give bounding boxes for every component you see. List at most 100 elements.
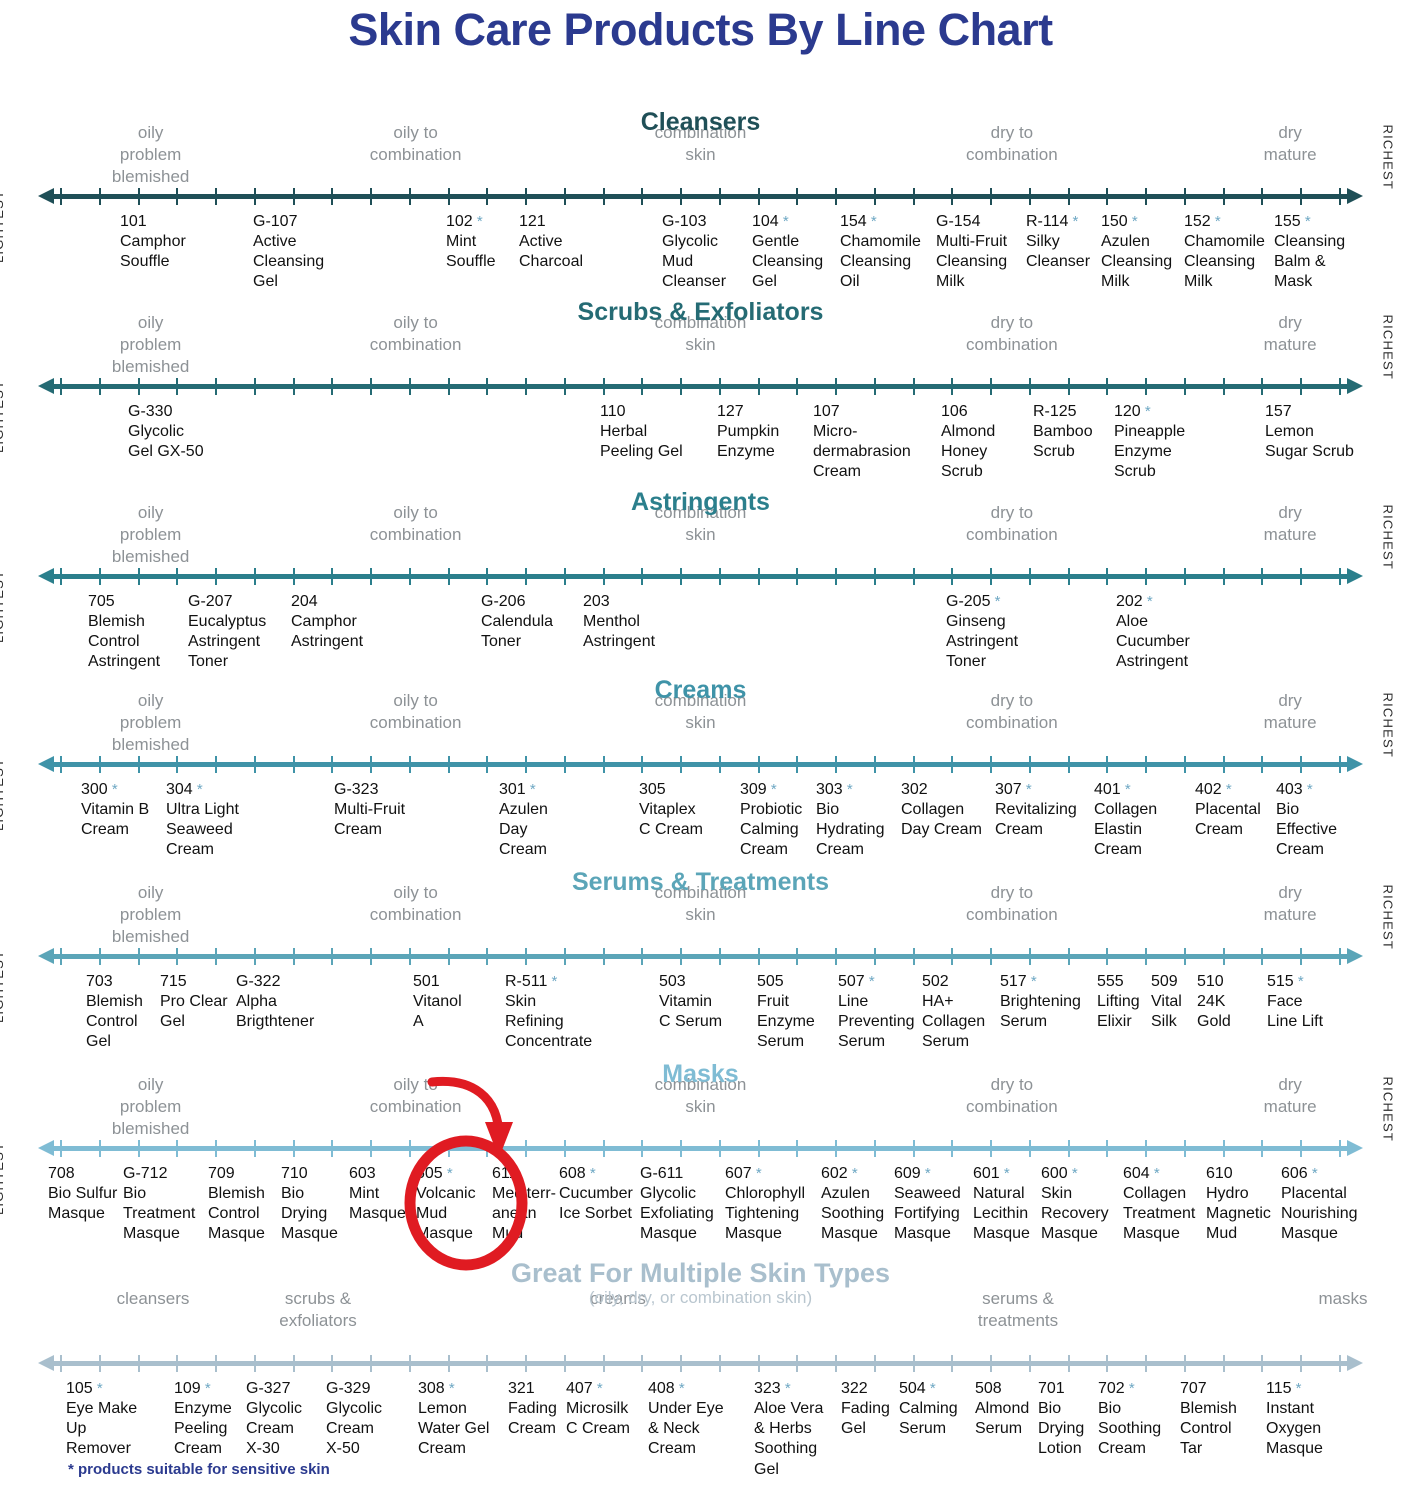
product-item[interactable]: 107 Micro- dermabrasion Cream [813, 402, 911, 483]
product-item[interactable]: 517 * Brightening Serum [1000, 972, 1081, 1032]
product-item[interactable]: R-511 * Skin Refining Concentrate [505, 972, 592, 1053]
product-item[interactable]: G-327 Glycolic Cream X-30 [246, 1379, 302, 1460]
product-item[interactable]: 408 * Under Eye & Neck Cream [648, 1379, 724, 1460]
product-item[interactable]: G-323 Multi-Fruit Cream [334, 780, 405, 840]
axis-tick [680, 378, 683, 395]
product-item[interactable]: 106 Almond Honey Scrub [941, 402, 995, 483]
product-item[interactable]: G-206 Calendula Toner [481, 592, 553, 652]
product-item[interactable]: G-712 Bio Treatment Masque [123, 1164, 195, 1245]
product-item[interactable]: 407 * Microsilk C Cream [566, 1379, 630, 1439]
product-item[interactable]: 515 * Face Line Lift [1267, 972, 1323, 1032]
product-item[interactable]: 323 * Aloe Vera & Herbs Soothing Gel [754, 1379, 823, 1480]
product-item[interactable]: 110 Herbal Peeling Gel [600, 402, 683, 462]
product-item[interactable]: 105 * Eye Make Up Remover [66, 1379, 137, 1460]
product-item[interactable]: 606 * Placental Nourishing Masque [1281, 1164, 1357, 1245]
product-item[interactable]: 602 * Azulen Soothing Masque [821, 1164, 884, 1245]
product-item[interactable]: 600 * Skin Recovery Masque [1041, 1164, 1109, 1245]
product-item[interactable]: 204 Camphor Astringent [291, 592, 363, 652]
product-item[interactable]: 611 Mediterr- anean Mud [492, 1164, 556, 1245]
product-name: Ginseng Astringent Toner [946, 613, 1019, 671]
zone-label: dry mature [1263, 123, 1317, 164]
product-item[interactable]: 301 * Azulen Day Cream [499, 780, 548, 861]
product-item[interactable]: 155 * Cleansing Balm & Mask [1274, 212, 1345, 293]
product-item[interactable]: 715 Pro Clear Gel [160, 972, 228, 1032]
product-item[interactable]: 203 Menthol Astringent [583, 592, 655, 652]
product-item[interactable]: 308 * Lemon Water Gel Cream [418, 1379, 489, 1460]
product-item[interactable]: G-207 Eucalyptus Astringent Toner [188, 592, 266, 673]
product-item[interactable]: 321 Fading Cream [508, 1379, 557, 1439]
product-item[interactable]: 101 Camphor Souffle [120, 212, 186, 272]
product-item[interactable]: 555 Lifting Elixir [1097, 972, 1140, 1032]
product-item[interactable]: 705 Blemish Control Astringent [88, 592, 160, 673]
product-item[interactable]: 322 Fading Gel [841, 1379, 890, 1439]
product-item[interactable]: G-611 Glycolic Exfoliating Masque [640, 1164, 714, 1245]
product-item[interactable]: 508 Almond Serum [975, 1379, 1029, 1439]
product-item[interactable]: 154 * Chamomile Cleansing Oil [840, 212, 921, 293]
product-item[interactable]: 509 Vital Silk [1151, 972, 1182, 1032]
product-item[interactable]: G-107 Active Cleansing Gel [253, 212, 324, 293]
product-item[interactable]: 709 Blemish Control Masque [208, 1164, 265, 1245]
product-item[interactable]: 127 Pumpkin Enzyme [717, 402, 779, 462]
product-item[interactable]: 304 * Ultra Light Seaweed Cream [166, 780, 239, 861]
product-item[interactable]: 502 HA+ Collagen Serum [922, 972, 985, 1053]
product-item[interactable]: 202 * Aloe Cucumber Astringent [1116, 592, 1190, 673]
product-item[interactable]: G-322 Alpha Brigthtener [236, 972, 314, 1032]
product-item[interactable]: 504 * Calming Serum [899, 1379, 958, 1439]
zone-label: serums & treatments [977, 1289, 1059, 1330]
product-list: 300 * Vitamin B Cream 304 * Ultra Light Sea… [38, 780, 1363, 890]
product-item[interactable]: 305 Vitaplex C Cream [639, 780, 703, 840]
product-item[interactable]: 309 * Probiotic Calming Cream [740, 780, 802, 861]
product-item[interactable]: G-154 Multi-Fruit Cleansing Milk [936, 212, 1007, 293]
product-item[interactable]: 507 * Line Preventing Serum [838, 972, 915, 1053]
product-item[interactable]: 402 * Placental Cream [1195, 780, 1261, 840]
product-item[interactable]: 403 * Bio Effective Cream [1276, 780, 1337, 861]
product-item[interactable]: G-103 Glycolic Mud Cleanser [662, 212, 726, 293]
product-item[interactable]: 102 * Mint Souffle [446, 212, 496, 272]
product-item[interactable]: G-205 * Ginseng Astringent Toner [946, 592, 1018, 673]
product-item[interactable]: 605 * Volcanic Mud Masque [416, 1164, 476, 1245]
product-item[interactable]: 604 * Collagen Treatment Masque [1123, 1164, 1195, 1245]
product-item[interactable]: 703 Blemish Control Gel [86, 972, 143, 1053]
product-item[interactable]: 115 * Instant Oxygen Masque [1266, 1379, 1323, 1460]
product-item[interactable]: G-329 Glycolic Cream X-50 [326, 1379, 382, 1460]
product-item[interactable]: 307 * Revitalizing Cream [995, 780, 1077, 840]
section-scrubs: oily problem blemished oily to combinatio… [0, 298, 1401, 512]
product-item[interactable]: G-330 Glycolic Gel GX-50 [128, 402, 204, 462]
product-item[interactable]: 120 * Pineapple Enzyme Scrub [1114, 402, 1185, 483]
product-item[interactable]: 710 Bio Drying Masque [281, 1164, 338, 1245]
product-item[interactable]: 501 Vitanol A [413, 972, 462, 1032]
product-item[interactable]: 302 Collagen Day Cream [901, 780, 982, 840]
axis-arrow-right-icon [1347, 756, 1363, 772]
product-item[interactable]: 708 Bio Sulfur Masque [48, 1164, 117, 1224]
product-name: HA+ Collagen Serum [922, 993, 986, 1051]
product-item[interactable]: 609 * Seaweed Fortifying Masque [894, 1164, 961, 1245]
product-item[interactable]: 152 * Chamomile Cleansing Milk [1184, 212, 1265, 293]
product-item[interactable]: 303 * Bio Hydrating Cream [816, 780, 884, 861]
axis-tick [525, 188, 528, 205]
product-item[interactable]: 510 24K Gold [1197, 972, 1231, 1032]
product-item[interactable]: 503 Vitamin C Serum [659, 972, 722, 1032]
product-item[interactable]: 150 * Azulen Cleansing Milk [1101, 212, 1172, 293]
product-item[interactable]: 157 Lemon Sugar Scrub [1265, 402, 1354, 462]
product-item[interactable]: 300 * Vitamin B Cream [81, 780, 149, 840]
product-item[interactable]: 104 * Gentle Cleansing Gel [752, 212, 823, 293]
sensitive-skin-star-icon: * [1067, 1165, 1078, 1182]
product-item[interactable]: 610 Hydro Magnetic Mud [1206, 1164, 1271, 1245]
product-name: Azulen Day Cream [499, 801, 548, 859]
product-item[interactable]: 505 Fruit Enzyme Serum [757, 972, 815, 1053]
product-item[interactable]: 121 Active Charcoal [519, 212, 583, 272]
product-item[interactable]: R-114 * Silky Cleanser [1026, 212, 1090, 272]
product-item[interactable]: 401 * Collagen Elastin Cream [1094, 780, 1157, 861]
product-item[interactable]: 608 * Cucumber Ice Sorbet [559, 1164, 633, 1224]
product-item[interactable]: 707 Blemish Control Tar [1180, 1379, 1237, 1460]
product-item[interactable]: 601 * Natural Lecithin Masque [973, 1164, 1030, 1245]
product-item[interactable]: 607 * Chlorophyll Tightening Masque [725, 1164, 805, 1245]
product-item[interactable]: R-125 Bamboo Scrub [1033, 402, 1093, 462]
product-item[interactable]: 603 Mint Masque [349, 1164, 406, 1224]
product-item[interactable]: 109 * Enzyme Peeling Cream [174, 1379, 232, 1460]
sensitive-skin-star-icon: * [1221, 781, 1232, 798]
axis-line [52, 384, 1349, 389]
axis-tick [835, 378, 838, 395]
product-item[interactable]: 702 * Bio Soothing Cream [1098, 1379, 1161, 1460]
product-item[interactable]: 701 Bio Drying Lotion [1038, 1379, 1084, 1460]
